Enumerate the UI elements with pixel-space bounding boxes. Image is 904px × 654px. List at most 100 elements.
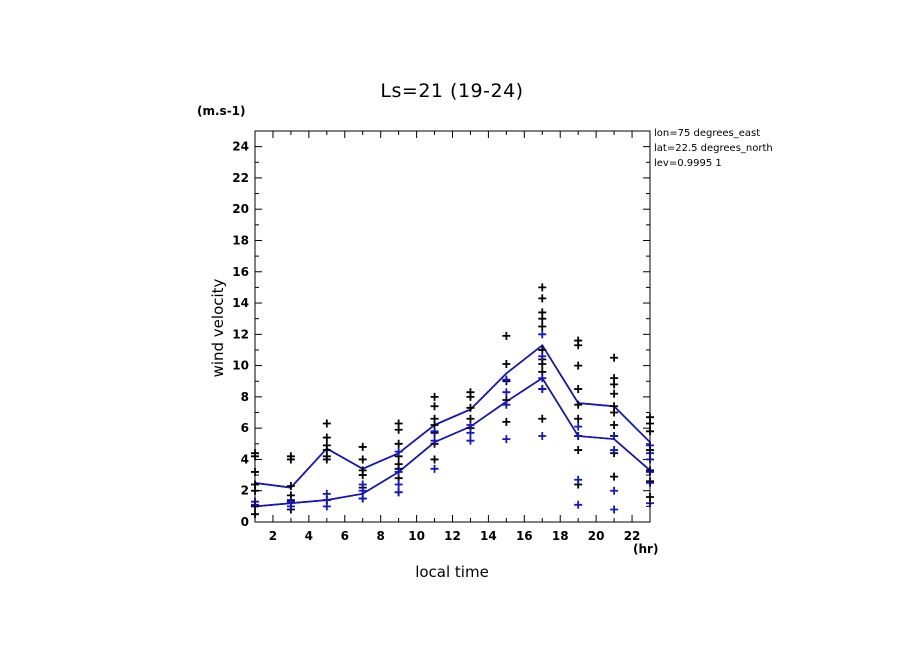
data-point-blue: [466, 421, 475, 430]
data-point-blue: [394, 447, 403, 456]
data-point-black: [358, 442, 367, 451]
data-point-black: [574, 385, 583, 394]
data-point-black: [574, 361, 583, 370]
data-point-blue: [358, 480, 367, 489]
x-tick-label: 4: [305, 529, 313, 543]
x-tick-label: 8: [377, 529, 385, 543]
data-point-black: [610, 472, 619, 481]
data-point-blue: [502, 388, 511, 397]
x-tick-label: 10: [408, 529, 425, 543]
annotation-lat: lat=22.5 degrees_north: [654, 143, 773, 154]
data-point-blue: [538, 374, 547, 383]
y-tick-label: 12: [232, 327, 249, 341]
data-point-black: [286, 452, 295, 461]
data-point-black: [466, 388, 475, 397]
data-point-blue: [502, 375, 511, 384]
x-axis-unit: (hr): [633, 542, 659, 556]
data-point-black: [502, 417, 511, 426]
data-point-black: [574, 400, 583, 409]
y-tick-label: 22: [232, 171, 249, 185]
series-line-black-1: [254, 376, 651, 508]
data-point-black: [610, 402, 619, 411]
data-point-black: [322, 433, 331, 442]
data-point-blue: [574, 422, 583, 431]
data-point-black: [394, 460, 403, 469]
plot-frame: [254, 130, 651, 523]
x-tick-label: 16: [516, 529, 533, 543]
y-tick-label: 20: [232, 202, 249, 216]
data-point-blue: [466, 428, 475, 437]
data-point-black: [502, 331, 511, 340]
data-point-blue: [394, 480, 403, 489]
data-point-blue: [610, 505, 619, 514]
y-tick-label: 4: [241, 452, 249, 466]
y-tick-label: 8: [241, 390, 249, 404]
data-point-blue: [394, 467, 403, 476]
data-point-blue: [610, 431, 619, 440]
data-point-black: [610, 389, 619, 398]
data-point-blue: [610, 446, 619, 455]
data-point-blue: [538, 385, 547, 394]
data-point-blue: [574, 500, 583, 509]
y-tick-label: 16: [232, 265, 249, 279]
x-tick-label: 14: [480, 529, 497, 543]
data-point-black: [430, 414, 439, 423]
y-tick-label: 0: [241, 515, 249, 529]
data-point-black: [574, 336, 583, 345]
series-line-blue-4: [254, 376, 651, 508]
data-point-black: [610, 421, 619, 430]
data-point-blue: [502, 435, 511, 444]
data-point-blue: [538, 330, 547, 339]
x-tick-label: 12: [444, 529, 461, 543]
data-point-black: [574, 446, 583, 455]
data-point-blue: [538, 352, 547, 361]
data-point-blue: [358, 494, 367, 503]
y-tick-label: 14: [232, 296, 249, 310]
y-axis-unit: (m.s-1): [197, 104, 246, 118]
data-point-blue: [538, 431, 547, 440]
data-point-black: [538, 294, 547, 303]
series-line-blue-3: [254, 344, 651, 489]
data-point-black: [610, 374, 619, 383]
data-point-blue: [574, 431, 583, 440]
data-point-black: [358, 466, 367, 475]
data-point-black: [610, 353, 619, 362]
x-tick-label: 18: [552, 529, 569, 543]
data-point-blue: [322, 489, 331, 498]
data-point-blue: [430, 464, 439, 473]
data-point-blue: [466, 436, 475, 445]
data-point-black: [322, 419, 331, 428]
x-axis-label: local time: [415, 563, 489, 581]
data-point-blue: [610, 486, 619, 495]
data-point-blue: [430, 427, 439, 436]
x-tick-label: 20: [588, 529, 605, 543]
data-point-black: [358, 455, 367, 464]
x-tick-label: 22: [624, 529, 641, 543]
data-point-black: [466, 403, 475, 412]
data-point-black: [286, 482, 295, 491]
y-tick-label: 10: [232, 359, 249, 373]
annotation-lev: lev=0.9995 1: [654, 158, 722, 169]
data-point-black: [394, 439, 403, 448]
data-point-blue: [502, 400, 511, 409]
data-point-blue: [430, 436, 439, 445]
data-point-black: [430, 392, 439, 401]
y-tick-label: 6: [241, 421, 249, 435]
annotation-lon: lon=75 degrees_east: [654, 128, 761, 139]
chart-title: Ls=21 (19-24): [380, 80, 524, 102]
data-point-black: [538, 283, 547, 292]
data-point-black: [430, 402, 439, 411]
y-tick-label: 2: [241, 484, 249, 498]
data-point-blue: [574, 475, 583, 484]
data-point-black: [502, 360, 511, 369]
x-tick-label: 6: [341, 529, 349, 543]
data-point-black: [574, 414, 583, 423]
data-point-black: [538, 322, 547, 331]
y-tick-label: 24: [232, 140, 249, 154]
data-point-black: [394, 419, 403, 428]
data-point-black: [538, 414, 547, 423]
data-point-blue: [286, 497, 295, 506]
data-point-black: [430, 455, 439, 464]
y-tick-label: 18: [232, 233, 249, 247]
